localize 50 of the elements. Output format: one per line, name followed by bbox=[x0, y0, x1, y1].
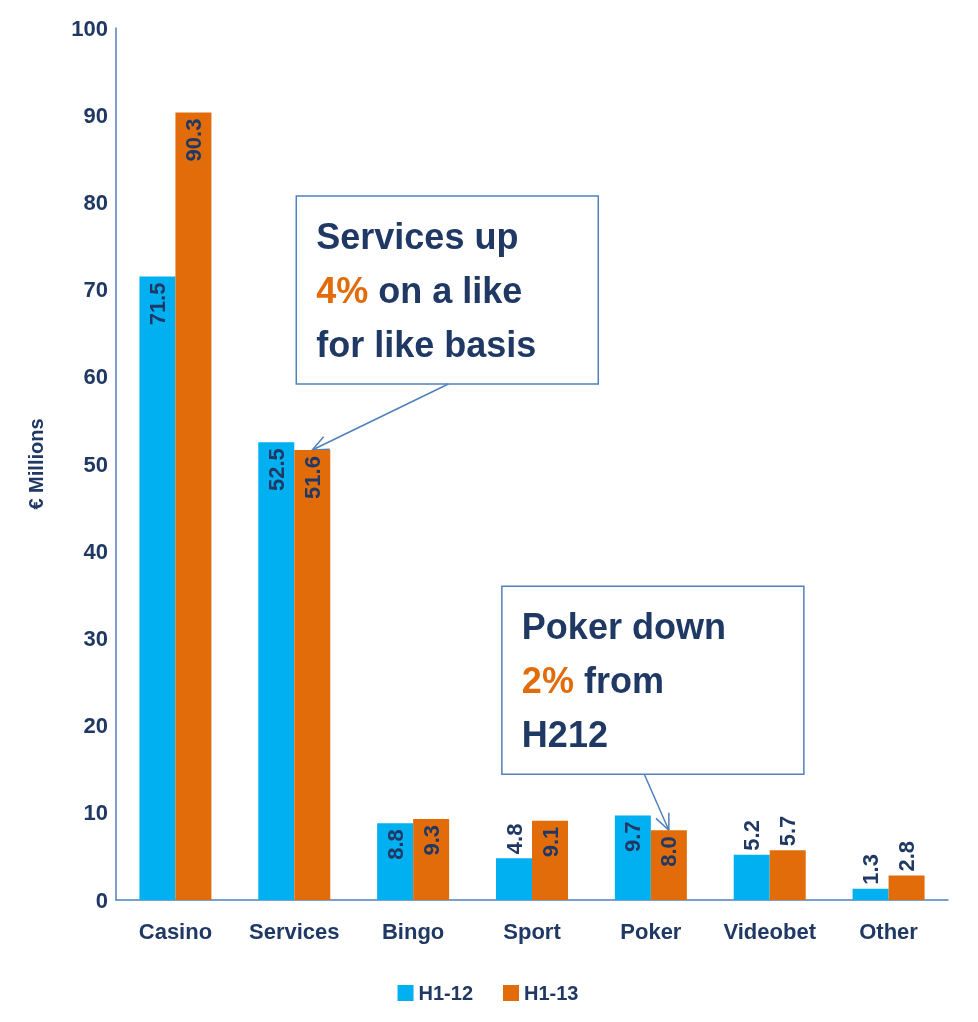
bar bbox=[175, 112, 212, 900]
y-tick-label: 100 bbox=[71, 15, 108, 41]
bar bbox=[294, 450, 331, 900]
y-tick-label: 60 bbox=[83, 364, 108, 390]
bar bbox=[496, 858, 532, 900]
x-tick-label: Poker bbox=[620, 918, 682, 944]
bar bbox=[852, 888, 889, 900]
y-tick-label: 70 bbox=[83, 277, 108, 303]
data-label: 9.1 bbox=[537, 826, 563, 858]
y-tick-label: 30 bbox=[83, 625, 108, 651]
data-label: 8.8 bbox=[382, 829, 408, 860]
data-label: 51.6 bbox=[299, 456, 325, 499]
data-label: 5.7 bbox=[775, 815, 801, 847]
y-tick-label: 10 bbox=[83, 800, 108, 826]
data-label: 5.2 bbox=[739, 820, 765, 851]
bar bbox=[769, 850, 806, 900]
y-tick-label: 90 bbox=[83, 102, 108, 128]
x-tick-label: Other bbox=[859, 918, 919, 944]
y-tick-label: 40 bbox=[83, 538, 108, 564]
bar bbox=[614, 815, 651, 900]
x-tick-label: Sport bbox=[503, 918, 562, 944]
x-tick-label: Casino bbox=[138, 918, 213, 944]
data-label: 9.3 bbox=[418, 824, 444, 856]
annotation: Poker down 2% from H212 bbox=[521, 605, 726, 755]
y-tick-label: 20 bbox=[83, 713, 108, 739]
data-label: 8.0 bbox=[656, 836, 682, 867]
data-label: 52.5 bbox=[263, 448, 289, 492]
bar bbox=[258, 442, 295, 900]
data-label: 4.8 bbox=[501, 823, 527, 855]
bar bbox=[733, 854, 770, 900]
bar bbox=[139, 276, 176, 900]
data-label: 90.3 bbox=[180, 118, 206, 162]
y-axis-title: € Millions bbox=[25, 418, 47, 510]
data-label: 1.3 bbox=[858, 854, 884, 885]
y-tick-label: 80 bbox=[83, 189, 108, 215]
data-label: 2.8 bbox=[894, 840, 920, 872]
bar bbox=[532, 820, 568, 900]
y-tick-label: 50 bbox=[83, 451, 108, 477]
legend-label: H1-13 bbox=[524, 982, 579, 1004]
y-tick-label: 0 bbox=[95, 887, 108, 913]
bar bbox=[413, 818, 450, 900]
data-label: 9.7 bbox=[620, 821, 646, 853]
bar bbox=[377, 823, 414, 900]
x-tick-label: Videobet bbox=[723, 918, 817, 944]
bar bbox=[888, 875, 925, 900]
x-tick-label: Services bbox=[249, 918, 340, 944]
data-label: 71.5 bbox=[144, 282, 170, 326]
x-tick-label: Bingo bbox=[381, 918, 445, 944]
annotation: Services up 4% on a like for like basis bbox=[316, 215, 537, 365]
legend-label: H1-12 bbox=[418, 982, 474, 1004]
